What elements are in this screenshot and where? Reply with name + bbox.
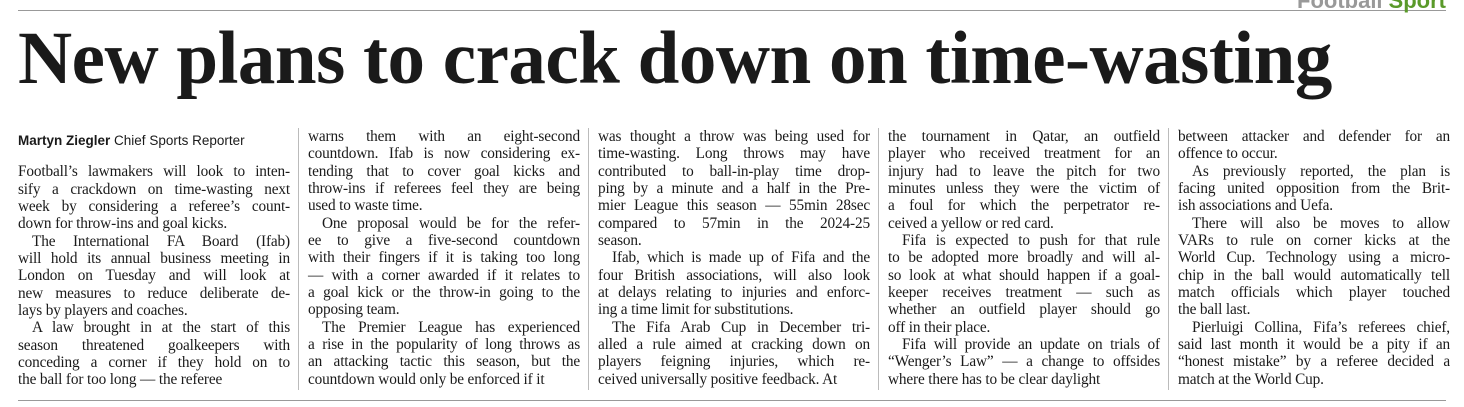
text-line: said last month it would be a pity if an bbox=[1178, 336, 1450, 354]
column: Martyn Ziegler Chief Sports Reporter Foot… bbox=[18, 128, 290, 389]
author-role: Chief Sports Reporter bbox=[114, 133, 245, 148]
section-label: Football Sport bbox=[1297, 0, 1446, 14]
text-line: — with a corner awarded if it relates to bbox=[308, 266, 580, 284]
text-line: “Wenger’s Law” — a change to offsides bbox=[888, 353, 1160, 371]
headline: New plans to crack down on time-wasting bbox=[18, 17, 1332, 100]
text-line: facing united opposition from the Brit- bbox=[1178, 180, 1450, 198]
text-line: Football’s lawmakers will look to inten- bbox=[18, 163, 290, 181]
text-line: Fifa is expected to push for that rule bbox=[902, 232, 1160, 250]
text-line: between attacker and defender for an bbox=[1178, 128, 1450, 145]
text-line: the tournament in Qatar, an outfield bbox=[888, 128, 1160, 145]
column-separator bbox=[878, 128, 879, 390]
text-line: players feigning injuries, which re- bbox=[598, 353, 870, 371]
text-line: The Premier League has experienced bbox=[322, 318, 580, 336]
top-rule bbox=[18, 10, 1446, 11]
text-line: mier League this season — 55min 28sec bbox=[598, 197, 870, 215]
text-line: will hold its annual business meeting in bbox=[18, 250, 290, 268]
text-line: keeper receives treatment — such as bbox=[888, 284, 1160, 302]
text-line: was thought a throw was being used for bbox=[598, 128, 870, 145]
column: warns them with an eight-second countdown… bbox=[308, 128, 580, 388]
text-line: “honest mistake” by a referee decided a bbox=[1178, 353, 1450, 371]
text-line: season threatened goalkeepers with bbox=[18, 336, 290, 354]
text-line: chip in the ball would automatically tel… bbox=[1178, 266, 1450, 284]
text-line: contributed to ball-in-play time drop- bbox=[598, 162, 870, 180]
text-line: The International FA Board (Ifab) bbox=[32, 232, 290, 250]
text-line: match at the World Cup. bbox=[1178, 370, 1324, 388]
text-line: week by considering a referee’s count- bbox=[18, 198, 290, 216]
text-line: ceived universally positive feedback. At bbox=[598, 370, 838, 388]
text-line: a foul for which the perpetrator re- bbox=[888, 197, 1160, 215]
text-line: The Fifa Arab Cup in December tri- bbox=[612, 318, 870, 336]
text-line: minutes unless they were the victim of bbox=[888, 180, 1160, 198]
text-line: at delays relating to injuries and enfor… bbox=[598, 284, 870, 302]
text-line: off in their place. bbox=[888, 318, 991, 336]
column-separator bbox=[1168, 128, 1169, 390]
text-line: injury had to leave the pitch for two bbox=[888, 162, 1160, 180]
text-line: Fifa will provide an update on trials of bbox=[902, 336, 1160, 354]
text-line: One proposal would be for the refer- bbox=[322, 214, 580, 232]
text-line: alled a rule aimed at cracking down on bbox=[598, 336, 870, 354]
text-line: a rise in the popularity of long throws … bbox=[308, 336, 580, 354]
subsection: Sport bbox=[1388, 0, 1446, 13]
byline: Martyn Ziegler Chief Sports Reporter bbox=[18, 132, 290, 149]
text-line: World Cup. Technology using a micro- bbox=[1178, 249, 1450, 267]
text-line: with their fingers if it is taking too l… bbox=[308, 249, 580, 267]
column-separator bbox=[298, 128, 299, 390]
text-line: new measures to reduce deliberate de- bbox=[18, 284, 290, 302]
text-line: As previously reported, the plan is bbox=[1192, 162, 1450, 180]
text-line: season. bbox=[598, 232, 642, 250]
text-line: A law brought in at the start of this bbox=[32, 319, 290, 337]
text-line: VARs to rule on corner kicks at the bbox=[1178, 232, 1450, 250]
author: Martyn Ziegler bbox=[18, 133, 111, 148]
bottom-rule bbox=[18, 400, 1446, 401]
text-line: an attacking tactic this season, but the bbox=[308, 353, 580, 371]
text-line: lays by players and coaches. bbox=[18, 302, 188, 320]
text-line: ceived a yellow or red card. bbox=[888, 214, 1054, 232]
text-line: conceding a corner if they hold on to bbox=[18, 354, 290, 372]
column: the tournament in Qatar, an outfield play… bbox=[888, 128, 1160, 388]
text-line: to be adopted more broadly and will al- bbox=[888, 249, 1160, 267]
text-line: London on Tuesday and will look at bbox=[18, 267, 290, 285]
text-line: a goal kick or the throw-in going to the bbox=[308, 284, 580, 302]
text-line: countdown. Ifab is now considering ex- bbox=[308, 145, 580, 163]
column-separator bbox=[588, 128, 589, 390]
text-line: match officials which player touched bbox=[1178, 284, 1450, 302]
text-line: down for throw-ins and goal kicks. bbox=[18, 215, 228, 233]
text-line: ping by a minute and a half in the Pre- bbox=[598, 180, 870, 198]
text-line: countdown would only be enforced if it bbox=[308, 370, 545, 388]
text-line: opposing team. bbox=[308, 301, 400, 319]
text-line: ing a time limit for substitutions. bbox=[598, 301, 794, 319]
text-line: ee to give a five-second countdown bbox=[308, 232, 580, 250]
text-line: the ball last. bbox=[1178, 301, 1251, 319]
text-line: used to waste time. bbox=[308, 197, 423, 215]
text-line: player who received treatment for an bbox=[888, 145, 1160, 163]
text-line: the ball for too long — the referee bbox=[18, 371, 223, 389]
text-line: Pierluigi Collina, Fifa’s referees chief… bbox=[1192, 318, 1450, 336]
text-line: so look at what should happen if a goal- bbox=[888, 266, 1160, 284]
text-line: compared to 57min in the 2024-25 bbox=[598, 214, 870, 232]
text-line: ish associations and Uefa. bbox=[1178, 197, 1333, 215]
section: Football bbox=[1297, 0, 1383, 13]
text-line: throw-ins if referees feel they are bein… bbox=[308, 180, 580, 198]
column: between attacker and defender for an offe… bbox=[1178, 128, 1450, 388]
text-line: time-wasting. Long throws may have bbox=[598, 145, 870, 163]
text-line: tending that to cover goal kicks and bbox=[308, 162, 580, 180]
text-line: offence to occur. bbox=[1178, 145, 1278, 163]
text-line: where there has to be clear daylight bbox=[888, 370, 1101, 388]
text-line: There will also be moves to allow bbox=[1192, 214, 1450, 232]
column: was thought a throw was being used for ti… bbox=[598, 128, 870, 388]
text-line: Ifab, which is made up of Fifa and the bbox=[612, 249, 870, 267]
text-line: whether an outfield player should go bbox=[888, 301, 1160, 319]
text-line: sify a crackdown on time-wasting next bbox=[18, 180, 290, 198]
text-line: warns them with an eight-second bbox=[308, 128, 580, 145]
text-line: four British associations, will also loo… bbox=[598, 266, 870, 284]
